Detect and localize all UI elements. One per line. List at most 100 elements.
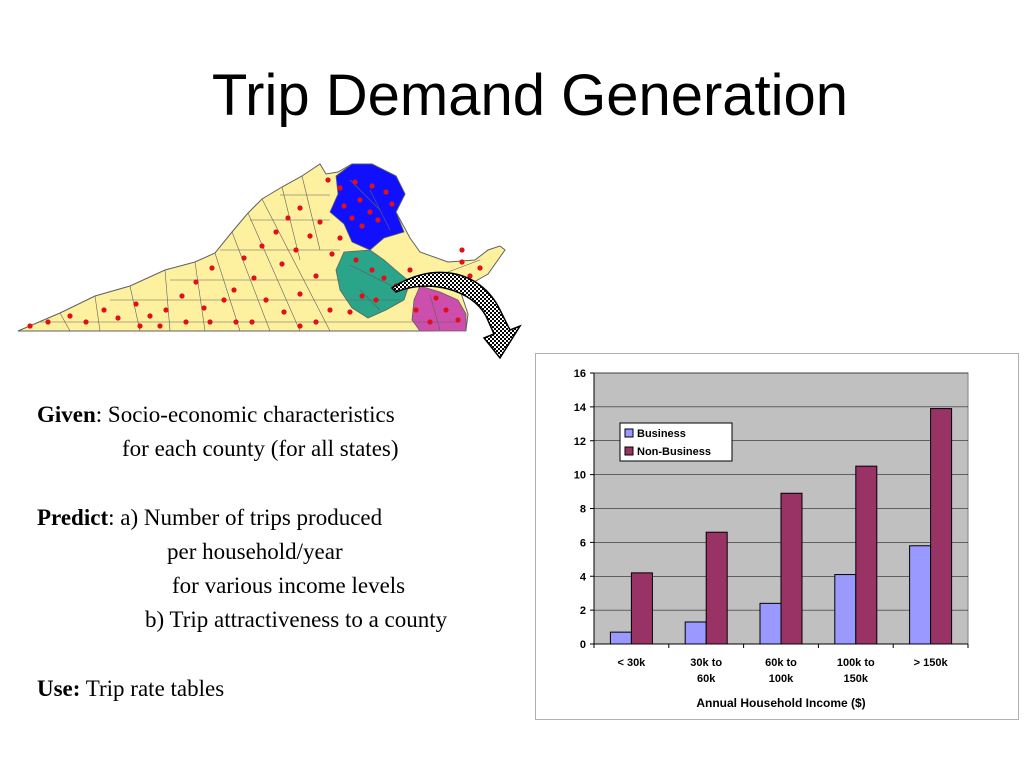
y-tick-label: 8 [580, 504, 586, 516]
y-tick-label: 10 [574, 470, 586, 482]
map-point [201, 305, 207, 311]
map-point [459, 259, 465, 265]
county-line [129, 285, 141, 332]
map-point [231, 287, 237, 293]
bar-business [834, 574, 857, 645]
map-point [27, 323, 33, 329]
map-point [259, 243, 265, 249]
map-point [209, 265, 215, 271]
map-point [137, 323, 143, 329]
county-line [247, 212, 301, 332]
given-text: : Socio-economic characteristics [95, 402, 395, 427]
map-point [313, 319, 319, 325]
map-point [369, 183, 375, 189]
predict-text: : a) Number of trips produced [108, 505, 383, 530]
bar-chart: 0 2 4 6 8 10 12 14 16 < 30k 30k to 60k 60k to 100k 10… [574, 368, 969, 710]
x-axis-ticks: < 30k 30k to 60k 60k to 100k 100k to 150k > 150… [593, 644, 969, 685]
slide-title: Trip Demand Generation [211, 63, 849, 128]
county-line [429, 294, 441, 331]
county-line [214, 252, 241, 332]
x-tick-label: > 150k [914, 657, 949, 669]
map-point [433, 295, 439, 301]
map-point [221, 297, 227, 303]
map-point [241, 255, 247, 261]
y-tick-label: 12 [574, 436, 586, 448]
map-point [427, 319, 433, 325]
map-point [367, 209, 373, 215]
map-point [273, 229, 279, 235]
map-point [383, 189, 389, 195]
predict-line-4: b) Trip attractiveness to a county [145, 607, 448, 632]
use-text: Trip rate tables [80, 676, 225, 701]
county-line [231, 231, 271, 332]
map-point [297, 291, 303, 297]
x-axis-label: Annual Household Income ($) [696, 696, 865, 710]
map-point [183, 319, 189, 325]
predict-line-3: for various income levels [172, 573, 406, 598]
map-point [369, 267, 375, 273]
county-line [94, 295, 101, 332]
map-point [455, 317, 461, 323]
bars [609, 408, 953, 645]
y-axis-ticks: 0 2 4 6 8 10 12 14 16 [574, 368, 594, 651]
legend-swatch [624, 446, 634, 456]
y-tick-label: 4 [580, 571, 587, 583]
chart-container: 0 2 4 6 8 10 12 14 16 < 30k 30k to 60k 60k to 100k 10… [535, 353, 1019, 720]
county-line [349, 264, 401, 291]
map-point [381, 275, 387, 281]
map-point [133, 301, 139, 307]
x-tick-label: 30k to 60k [690, 657, 722, 685]
x-tick-label: < 30k [617, 657, 646, 669]
county-line [359, 289, 381, 311]
county-line [194, 261, 206, 332]
map-point [67, 313, 73, 319]
map-point [413, 307, 419, 313]
map-point [313, 273, 319, 279]
bar-non-business [930, 408, 953, 645]
legend-swatch [624, 428, 634, 438]
predict-line-2: per household/year [167, 539, 343, 564]
map-point [467, 273, 473, 279]
map-region-north [329, 163, 406, 251]
given-line-2: for each county (for all states) [122, 436, 399, 461]
bar-business [759, 602, 782, 645]
map-point [279, 261, 285, 267]
map-point [281, 309, 287, 315]
given-label: Given [37, 402, 96, 427]
map-point [157, 323, 163, 329]
map-point [459, 247, 465, 253]
bar-business [909, 545, 932, 645]
county-line [369, 189, 391, 231]
map-point [251, 275, 257, 281]
map-point [349, 215, 355, 221]
map-point [297, 323, 303, 329]
county-line [301, 175, 321, 251]
bar-non-business [855, 465, 878, 645]
county-line [349, 179, 381, 211]
chart-legend: Business Non-Business [619, 422, 733, 462]
map-point [375, 217, 381, 223]
y-tick-label: 16 [574, 368, 586, 380]
bar-business [609, 631, 632, 645]
map-point [207, 319, 213, 325]
y-tick-label: 2 [580, 605, 586, 617]
curved-arrow-icon [390, 271, 522, 360]
map-point [115, 315, 121, 321]
virginia-county-map [17, 163, 522, 360]
map-point [193, 279, 199, 285]
map-point [407, 267, 413, 273]
map-point [179, 293, 185, 299]
map-point [297, 205, 303, 211]
bar-non-business [705, 531, 728, 645]
map-point [359, 293, 365, 299]
map-point [327, 307, 333, 313]
given-line: Given: Socio-economic characteristics [37, 398, 395, 432]
x-tick-label: 100k to 150k [837, 657, 875, 685]
bar-non-business [630, 572, 653, 645]
map-point [347, 309, 353, 315]
predict-line: Predict: a) Number of trips produced [37, 501, 382, 535]
map-point [337, 185, 343, 191]
map-point [317, 219, 323, 225]
county-line [261, 198, 331, 332]
map-point [249, 319, 255, 325]
